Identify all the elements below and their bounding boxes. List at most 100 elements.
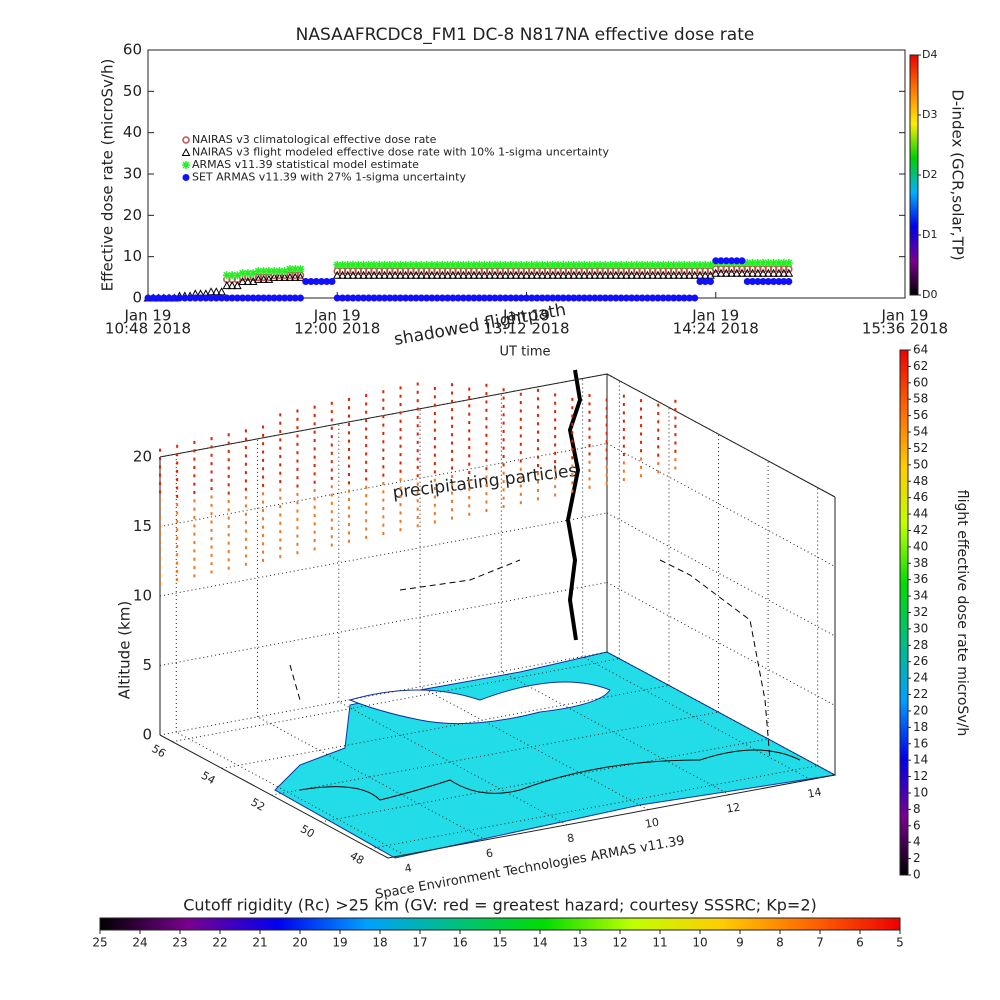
colorbar — [99, 917, 901, 931]
marker — [590, 270, 600, 279]
marker — [227, 281, 237, 290]
marker — [670, 294, 678, 302]
marker — [328, 277, 336, 285]
colorbar-tick-label: 4 — [913, 835, 921, 849]
marker — [654, 294, 662, 302]
colorbar-tick-label: 50 — [913, 457, 928, 471]
marker — [496, 260, 505, 269]
marker — [412, 294, 420, 302]
marker — [254, 267, 263, 276]
marker — [590, 260, 599, 269]
marker — [239, 294, 247, 302]
marker — [549, 294, 557, 302]
marker — [701, 260, 710, 269]
y-tick-label: 10 — [123, 247, 142, 265]
marker — [238, 269, 247, 278]
marker — [275, 267, 284, 276]
marker — [375, 260, 384, 269]
colorbar-tick-label: 18 — [372, 936, 387, 950]
marker — [459, 270, 468, 279]
y-tick-label: 20 — [123, 206, 142, 224]
y-tick-label: 50 — [298, 822, 317, 840]
colorbar-tick-label: 38 — [913, 556, 928, 570]
marker — [333, 260, 342, 269]
marker — [738, 257, 746, 265]
z-tick-label: 5 — [142, 656, 152, 674]
marker — [685, 260, 694, 269]
marker — [296, 294, 304, 302]
marker — [774, 258, 783, 267]
marker — [269, 272, 279, 281]
marker — [160, 294, 168, 302]
marker — [155, 294, 163, 302]
colorbar-tick-label: 6 — [856, 936, 864, 950]
legend-label: SET ARMAS v11.39 with 27% 1-sigma uncert… — [192, 171, 466, 184]
colorbar-tick-label: 64 — [913, 343, 928, 357]
marker — [217, 287, 226, 296]
colorbar-tick-label: 60 — [913, 375, 928, 389]
marker — [191, 294, 199, 302]
marker — [417, 260, 426, 269]
marker — [506, 260, 515, 269]
marker — [344, 294, 352, 302]
marker — [538, 260, 547, 269]
marker — [428, 294, 436, 302]
marker — [343, 260, 352, 269]
y-axis-label: Effective dose rate (microSv/h) — [99, 59, 117, 292]
marker — [522, 260, 531, 269]
marker — [774, 268, 784, 277]
marker — [454, 294, 462, 302]
colorbar-tick-label: 8 — [776, 936, 784, 950]
marker — [585, 260, 594, 269]
x-tick-label: 15:36 2018 — [862, 320, 948, 338]
marker — [764, 258, 773, 267]
marker — [575, 260, 584, 269]
marker — [480, 260, 489, 269]
marker — [732, 268, 742, 277]
marker — [685, 270, 694, 279]
marker — [544, 294, 552, 302]
marker — [606, 270, 615, 279]
marker — [706, 260, 715, 269]
grid-line — [159, 582, 608, 666]
marker — [748, 258, 757, 267]
marker — [265, 294, 273, 302]
marker — [548, 270, 558, 279]
colorbar-tick-label: 10 — [913, 785, 928, 799]
marker — [359, 260, 368, 269]
marker — [444, 294, 452, 302]
marker — [554, 294, 562, 302]
marker — [528, 294, 536, 302]
marker — [144, 294, 152, 302]
marker — [548, 260, 557, 269]
marker — [537, 270, 547, 279]
marker — [396, 294, 404, 302]
marker — [296, 265, 305, 274]
marker — [627, 270, 636, 279]
marker — [243, 269, 252, 278]
legend-label: NAIRAS v3 flight modeled effective dose … — [192, 146, 609, 159]
colorbar-tick-label: 16 — [913, 736, 928, 750]
marker — [637, 270, 647, 279]
colorbar-tick-label: 22 — [212, 936, 227, 950]
colorbar-tick-label: 22 — [913, 687, 928, 701]
marker — [402, 294, 410, 302]
marker — [648, 260, 657, 269]
map-sea — [348, 681, 611, 725]
y-tick-label: 54 — [199, 769, 218, 787]
marker — [323, 277, 331, 285]
colorbar-tick-label: 36 — [913, 572, 928, 586]
marker — [443, 260, 452, 269]
marker — [422, 260, 431, 269]
marker — [427, 260, 436, 269]
marker — [532, 270, 542, 279]
marker — [380, 270, 389, 279]
marker — [664, 260, 673, 269]
marker — [769, 258, 778, 267]
marker — [475, 294, 483, 302]
marker — [658, 270, 668, 279]
marker — [628, 294, 636, 302]
marker — [742, 268, 752, 277]
marker — [622, 260, 631, 269]
x-tick-label: Jan 19 — [502, 307, 550, 325]
